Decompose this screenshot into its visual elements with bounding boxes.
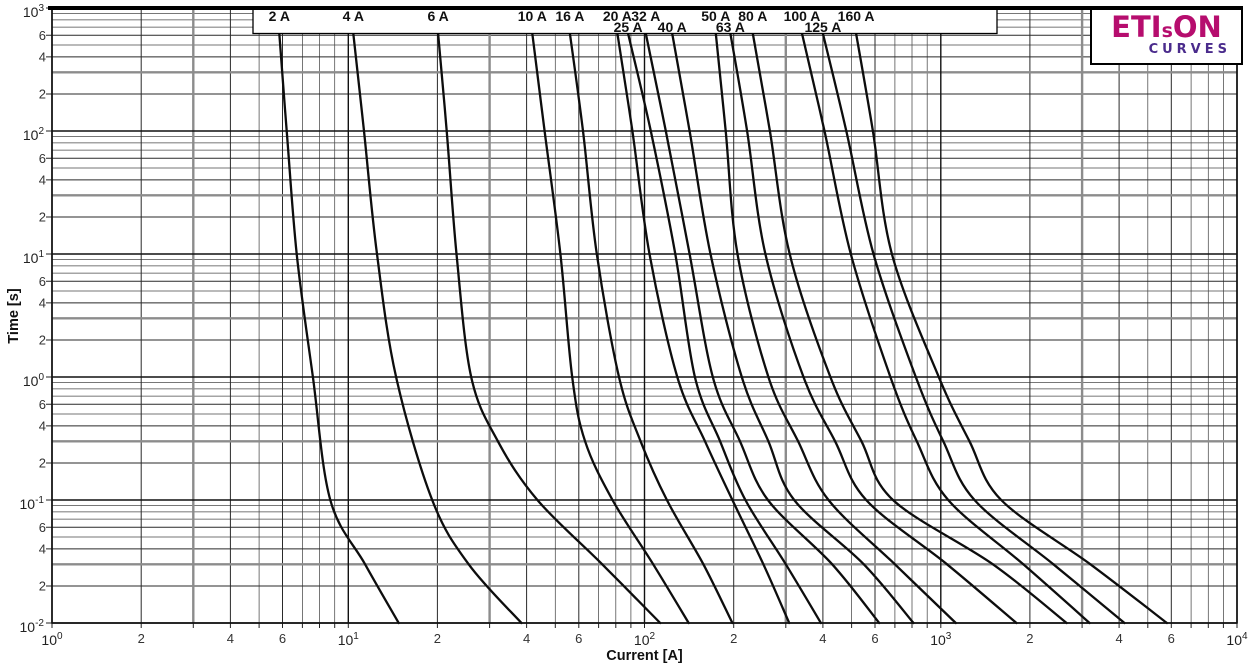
x-tick-label: 4 xyxy=(819,631,826,646)
grid-lines xyxy=(46,7,1238,628)
x-tick-label: 6 xyxy=(871,631,878,646)
y-tick-label: 4 xyxy=(39,172,46,187)
curve-label-160a: 160 A xyxy=(838,8,875,24)
y-tick-label: 102 xyxy=(23,126,45,143)
x-tick-label: 2 xyxy=(1026,631,1033,646)
x-axis-title: Current [A] xyxy=(606,648,683,664)
curve-label-16a: 16 A xyxy=(555,8,584,24)
y-tick-label: 103 xyxy=(23,3,45,20)
y-tick-label: 4 xyxy=(39,295,46,310)
curve-16a xyxy=(568,32,734,625)
x-tick-label: 2 xyxy=(138,631,145,646)
y-tick-label: 10-1 xyxy=(20,495,45,512)
curve-63a xyxy=(729,32,1018,625)
y-tick-label: 2 xyxy=(39,456,46,471)
curve-10a xyxy=(531,32,690,625)
y-tick-label: 6 xyxy=(39,274,46,289)
curve-label-100a: 100 A xyxy=(784,8,821,24)
y-tick-label: 2 xyxy=(39,210,46,225)
curve-25a xyxy=(626,32,823,625)
curve-label-125a: 125 A xyxy=(804,19,841,35)
curve-2a xyxy=(278,32,400,625)
y-tick-label: 6 xyxy=(39,397,46,412)
curve-40a xyxy=(671,32,915,625)
curve-label-25a: 25 A xyxy=(614,19,643,35)
y-axis-title: Time [s] xyxy=(6,288,22,344)
x-tick-label: 102 xyxy=(634,631,656,648)
x-tick-label: 2 xyxy=(434,631,441,646)
logo-brand-eti: ETI xyxy=(1111,10,1162,44)
y-tick-label: 101 xyxy=(23,249,45,266)
x-tick-label: 4 xyxy=(227,631,234,646)
y-tick-label: 4 xyxy=(39,49,46,64)
curve-100a xyxy=(800,32,1091,625)
curve-label-4a: 4 A xyxy=(343,8,364,24)
curve-label-40a: 40 A xyxy=(658,19,687,35)
curve-label-80a: 80 A xyxy=(738,8,767,24)
y-tick-label: 2 xyxy=(39,87,46,102)
curve-label-32a: 32 A xyxy=(631,8,660,24)
curve-label-2a: 2 A xyxy=(269,8,290,24)
y-tick-label: 4 xyxy=(39,418,46,433)
curve-label-63a: 63 A xyxy=(716,19,745,35)
y-tick-label: 100 xyxy=(23,372,45,389)
y-tick-label: 6 xyxy=(39,520,46,535)
y-tick-label: 2 xyxy=(39,579,46,594)
curve-4a xyxy=(352,32,523,625)
curve-80a xyxy=(751,32,1068,625)
logo-brand-s: s xyxy=(1161,20,1173,42)
x-tick-label: 6 xyxy=(279,631,286,646)
y-tick-label: 6 xyxy=(39,28,46,43)
x-tick-label: 4 xyxy=(523,631,530,646)
x-tick-label: 101 xyxy=(338,631,360,648)
curves-group xyxy=(278,32,1169,625)
curve-label-6a: 6 A xyxy=(427,8,448,24)
logo-box: ETIsON curves xyxy=(1090,8,1243,65)
x-tick-label: 2 xyxy=(730,631,737,646)
x-tick-label: 6 xyxy=(575,631,582,646)
x-tick-label: 4 xyxy=(1115,631,1122,646)
curve-label-10a: 10 A xyxy=(518,8,547,24)
curve-32a xyxy=(644,32,881,625)
curve-label-50a: 50 A xyxy=(701,8,730,24)
curve-160a xyxy=(854,32,1169,625)
y-tick-label: 4 xyxy=(39,541,46,556)
y-tick-label: 2 xyxy=(39,333,46,348)
x-tick-label: 104 xyxy=(1226,631,1248,648)
curve-labels-box xyxy=(252,8,998,35)
x-tick-label: 6 xyxy=(1168,631,1175,646)
curve-50a xyxy=(714,32,957,625)
y-tick-label: 6 xyxy=(39,151,46,166)
x-tick-label: 103 xyxy=(930,631,952,648)
curve-20a xyxy=(616,32,791,625)
x-tick-label: 100 xyxy=(41,631,63,648)
logo-sub: curves xyxy=(1148,42,1231,57)
curve-label-20a: 20 A xyxy=(603,8,632,24)
logo-brand-on: ON xyxy=(1172,10,1222,44)
curve-6a xyxy=(436,32,662,625)
curve-125a xyxy=(821,32,1126,625)
tick-labels: 100 2 4 6 101 2 4 6 102 2 4 6 103 2 4 6 104 103 6 4 2 102 6 4 2 1… xyxy=(20,3,1248,648)
logo-brand: ETIsON xyxy=(1092,13,1241,46)
curve-labels: 2 A 4 A 6 A 10 A 16 A 20 A25 A32 A40 A 50 A63 … xyxy=(269,8,875,35)
